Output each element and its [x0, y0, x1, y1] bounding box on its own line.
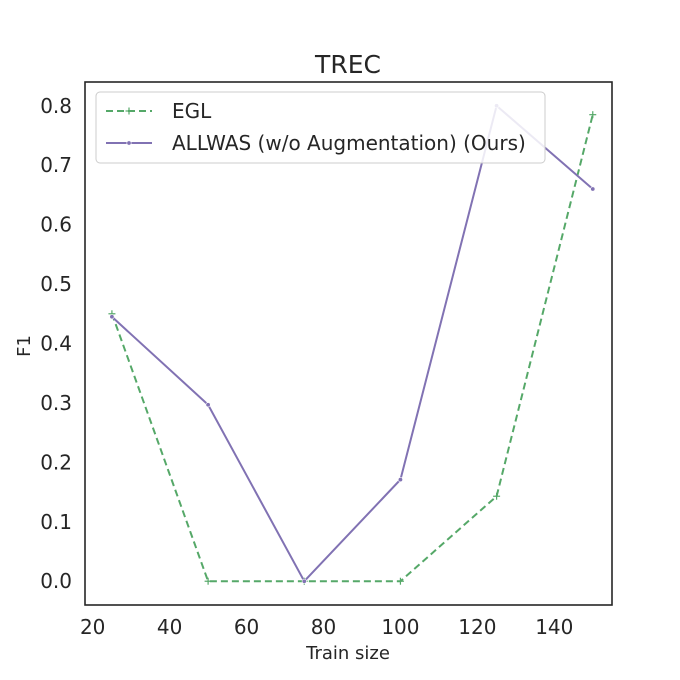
y-axis: 0.0 0.1 0.2 0.3 0.4 0.5 0.6 0.7 0.8	[40, 94, 72, 593]
data-point	[590, 186, 596, 192]
data-point	[589, 111, 597, 119]
y-tick-label: 0.5	[40, 272, 72, 296]
x-tick-label: 80	[311, 615, 336, 639]
data-point	[397, 477, 403, 483]
data-point	[204, 577, 212, 585]
y-tick-label: 0.6	[40, 213, 72, 237]
x-tick-label: 140	[535, 615, 573, 639]
data-point	[109, 314, 115, 320]
legend-box	[95, 91, 546, 164]
chart-title: TREC	[314, 50, 381, 79]
y-tick-label: 0.7	[40, 153, 72, 177]
y-tick-label: 0.2	[40, 450, 72, 474]
data-point	[493, 492, 501, 500]
y-tick-label: 0.1	[40, 510, 72, 534]
data-point	[301, 578, 307, 584]
y-axis-label: F1	[14, 335, 35, 357]
x-tick-label: 100	[381, 615, 419, 639]
x-tick-label: 60	[234, 615, 259, 639]
x-axis-label: Train size	[305, 643, 390, 664]
data-point	[396, 577, 404, 585]
x-tick-label: 40	[157, 615, 182, 639]
legend-label: EGL	[172, 99, 212, 123]
x-tick-label: 20	[80, 615, 105, 639]
plot-area	[84, 81, 613, 606]
data-point	[205, 402, 211, 408]
y-tick-label: 0.8	[40, 94, 72, 118]
plot-frame	[84, 81, 613, 606]
y-tick-label: 0.0	[40, 569, 72, 593]
x-tick-label: 120	[458, 615, 496, 639]
y-tick-label: 0.3	[40, 391, 72, 415]
y-tick-label: 0.4	[40, 332, 72, 356]
legend-swatch-marker	[126, 140, 132, 146]
x-axis: 20 40 60 80 100 120 140	[80, 615, 573, 639]
series-line	[110, 114, 594, 583]
legend: EGL ALLWAS (w/o Augmentation) (Ours)	[95, 91, 546, 164]
legend-label: ALLWAS (w/o Augmentation) (Ours)	[172, 131, 526, 155]
legend-swatch-marker	[125, 107, 133, 115]
